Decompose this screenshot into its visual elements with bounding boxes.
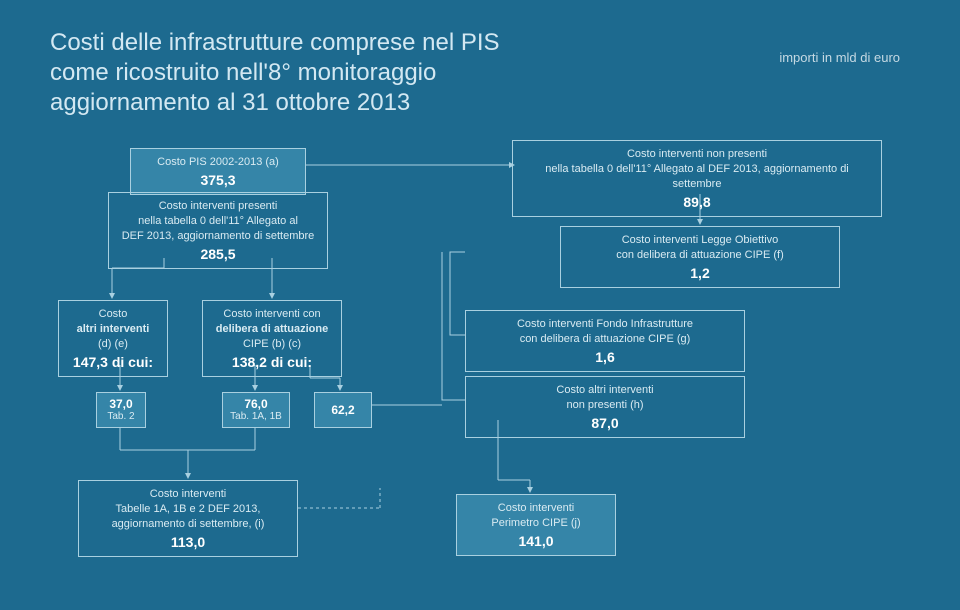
al-l2: altri interventi: [67, 322, 159, 337]
pm-v: 141,0: [465, 533, 607, 549]
lg-l1: Costo interventi Legge Obiettivo: [569, 233, 831, 248]
s37-l: Tab. 2: [99, 411, 143, 423]
np-l1: Costo interventi non presenti: [521, 147, 873, 162]
pr-l2: nella tabella 0 dell'11° Allegato al: [117, 214, 319, 229]
pr-v: 285,5: [117, 246, 319, 262]
s37-v: 37,0: [99, 397, 143, 411]
tb-l1: Costo interventi: [87, 487, 289, 502]
cd-l3: CIPE (b) (c): [211, 337, 333, 352]
title-line2: come ricostruito nell'8° monitoraggio: [50, 59, 436, 86]
tb-v: 113,0: [87, 534, 289, 550]
al-l3: (d) (e): [67, 337, 159, 352]
box-con-delib: Costo interventi con delibera di attuazi…: [202, 300, 342, 377]
pm-l1: Costo interventi: [465, 501, 607, 516]
title: Costi delle infrastrutture comprese nel …: [50, 28, 500, 118]
title-line1: Costi delle infrastrutture comprese nel …: [50, 29, 500, 56]
pr-l3: DEF 2013, aggiornamento di settembre: [117, 229, 319, 244]
np-l2: nella tabella 0 dell'11° Allegato al DEF…: [521, 162, 873, 192]
cd-l2: delibera di attuazione: [211, 322, 333, 337]
cd-l1: Costo interventi con: [211, 307, 333, 322]
fn-l2: con delibera di attuazione CIPE (g): [474, 332, 736, 347]
al-v: 147,3 di cui:: [67, 354, 159, 370]
tb-l2: Tabelle 1A, 1B e 2 DEF 2013,: [87, 502, 289, 517]
box-legge: Costo interventi Legge Obiettivo con del…: [560, 226, 840, 288]
box-tabelle: Costo interventi Tabelle 1A, 1B e 2 DEF …: [78, 480, 298, 557]
s62-v: 62,2: [317, 403, 369, 417]
lg-v: 1,2: [569, 265, 831, 281]
al-l1: Costo: [67, 307, 159, 322]
subtitle: importi in mld di euro: [779, 50, 900, 65]
title-line3: aggiornamento al 31 ottobre 2013: [50, 89, 410, 116]
anp-l2: non presenti (h): [474, 398, 736, 413]
box-altri-np: Costo altri interventi non presenti (h) …: [465, 376, 745, 438]
s76-l: Tab. 1A, 1B: [225, 411, 287, 423]
box-fondo: Costo interventi Fondo Infrastrutture co…: [465, 310, 745, 372]
tb-l3: aggiornamento di settembre, (i): [87, 517, 289, 532]
anp-v: 87,0: [474, 415, 736, 431]
box-presenti: Costo interventi presenti nella tabella …: [108, 192, 328, 269]
pis-label: Costo PIS 2002-2013 (a): [139, 155, 297, 170]
pr-l1: Costo interventi presenti: [117, 199, 319, 214]
fn-l1: Costo interventi Fondo Infrastrutture: [474, 317, 736, 332]
pm-l2: Perimetro CIPE (j): [465, 516, 607, 531]
anp-l1: Costo altri interventi: [474, 383, 736, 398]
box-perimetro: Costo interventi Perimetro CIPE (j) 141,…: [456, 494, 616, 556]
box-non-presenti: Costo interventi non presenti nella tabe…: [512, 140, 882, 217]
lg-l2: con delibera di attuazione CIPE (f): [569, 248, 831, 263]
cd-v: 138,2 di cui:: [211, 354, 333, 370]
small-37: 37,0 Tab. 2: [96, 392, 146, 428]
small-76: 76,0 Tab. 1A, 1B: [222, 392, 290, 428]
fn-v: 1,6: [474, 349, 736, 365]
small-62: 62,2: [314, 392, 372, 428]
s76-v: 76,0: [225, 397, 287, 411]
pis-value: 375,3: [139, 172, 297, 188]
box-pis: Costo PIS 2002-2013 (a) 375,3: [130, 148, 306, 195]
np-v: 89,8: [521, 194, 873, 210]
box-altri: Costo altri interventi (d) (e) 147,3 di …: [58, 300, 168, 377]
